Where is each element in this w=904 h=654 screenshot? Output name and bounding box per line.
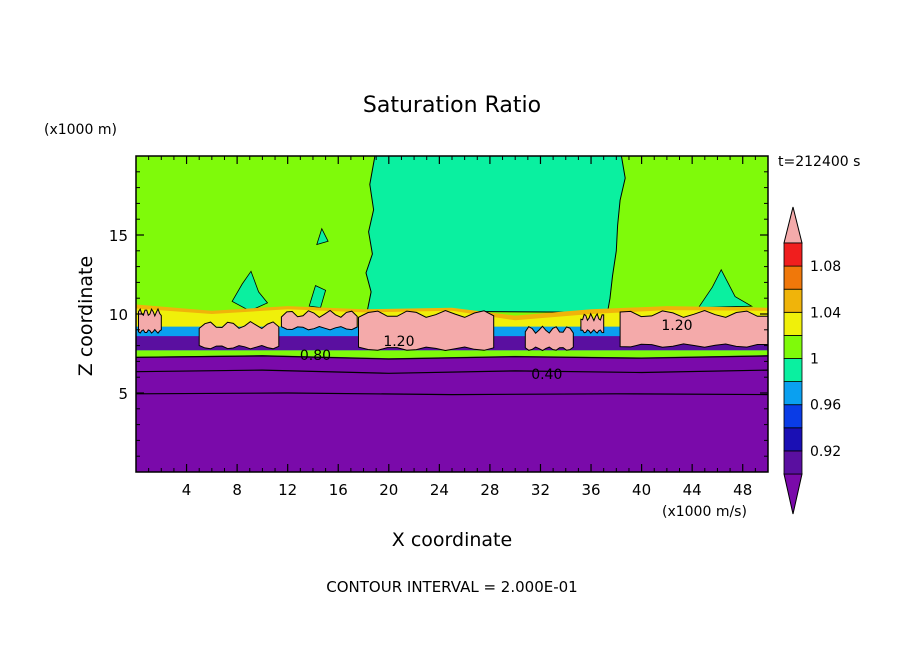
y-tick-label: 15: [109, 227, 128, 245]
cloud-patch-region: [308, 285, 327, 309]
x-tick-label: 20: [379, 481, 398, 499]
x-tick-label: 40: [632, 481, 651, 499]
colorbar-label: 1.08: [810, 259, 841, 275]
x-tick-label: 36: [581, 481, 600, 499]
supersaturated-band-region: [619, 309, 768, 348]
colorbar-label: 1.04: [810, 305, 841, 321]
cloud-patch-region: [316, 227, 329, 246]
x-axis-ticks: 4 8 12 16 20 24 28 32 36 40 44 48: [148, 156, 756, 499]
supersaturated-band-region: [138, 307, 162, 334]
x-axis-label: X coordinate: [392, 529, 512, 551]
chart-title: Saturation Ratio: [363, 93, 541, 118]
contour-lines: [136, 355, 768, 396]
x-tick-label: 24: [430, 481, 449, 499]
x-tick-label: 44: [683, 481, 702, 499]
x-tick-label: 8: [232, 481, 242, 499]
colorbar-segment: [783, 404, 803, 429]
x-tick-label: 32: [531, 481, 550, 499]
colorbar-segment: [783, 358, 803, 383]
contour-label: 0.40: [531, 367, 562, 383]
colorbar-segment: [783, 381, 803, 406]
colorbar-segment: [783, 311, 803, 336]
y-unit-label: (x1000 m): [44, 122, 117, 138]
colorbar-segment: [783, 265, 803, 290]
supersaturated-band-region: [580, 312, 605, 334]
colorbar: 0.92 0.96 1 1.04 1.08: [783, 206, 841, 515]
colorbar-segment: [783, 288, 803, 313]
contour-line: [136, 369, 768, 374]
colorbar-segment: [783, 450, 803, 475]
time-label: t=212400 s: [778, 154, 860, 170]
colorbar-segment: [783, 334, 803, 359]
x-tick-label: 28: [480, 481, 499, 499]
supersaturated-band-region: [358, 309, 495, 352]
contour-label: 1.20: [661, 318, 692, 334]
colorbar-segment: [783, 242, 803, 267]
x-tick-label: 12: [278, 481, 297, 499]
y-tick-label: 10: [109, 306, 128, 324]
x-tick-label: 48: [733, 481, 752, 499]
cloud-patch-region: [697, 268, 754, 309]
colorbar-segment: [783, 427, 803, 452]
saturation-field: [136, 156, 768, 472]
supersaturated-band-region: [198, 320, 280, 350]
colorbar-over-arrow: [783, 206, 803, 244]
contour-label-group: 1.20 1.20 0.80 0.40: [300, 318, 693, 383]
colorbar-under-arrow: [783, 473, 803, 515]
cloud-column-region: [365, 156, 626, 313]
supersaturated-band-region: [524, 325, 574, 352]
supersaturated-band-region: [280, 309, 358, 331]
colorbar-label: 0.92: [810, 444, 841, 460]
y-axis-ticks: 5 10 15: [109, 171, 768, 457]
contour-label: 1.20: [383, 334, 414, 350]
contour-line: [136, 355, 768, 360]
x-tick-label: 16: [329, 481, 348, 499]
y-axis-label: Z coordinate: [75, 256, 97, 376]
x-tick-label: 4: [182, 481, 192, 499]
contour-line: [136, 392, 768, 396]
contour-label: 0.80: [300, 348, 331, 364]
x-unit-label: (x1000 m/s): [662, 504, 747, 520]
contour-interval-footer: CONTOUR INTERVAL = 2.000E-01: [326, 578, 577, 596]
y-tick-label: 5: [118, 385, 128, 403]
colorbar-label: 0.96: [810, 398, 841, 414]
colorbar-label: 1: [810, 352, 819, 368]
lower-air-region: [136, 355, 768, 472]
